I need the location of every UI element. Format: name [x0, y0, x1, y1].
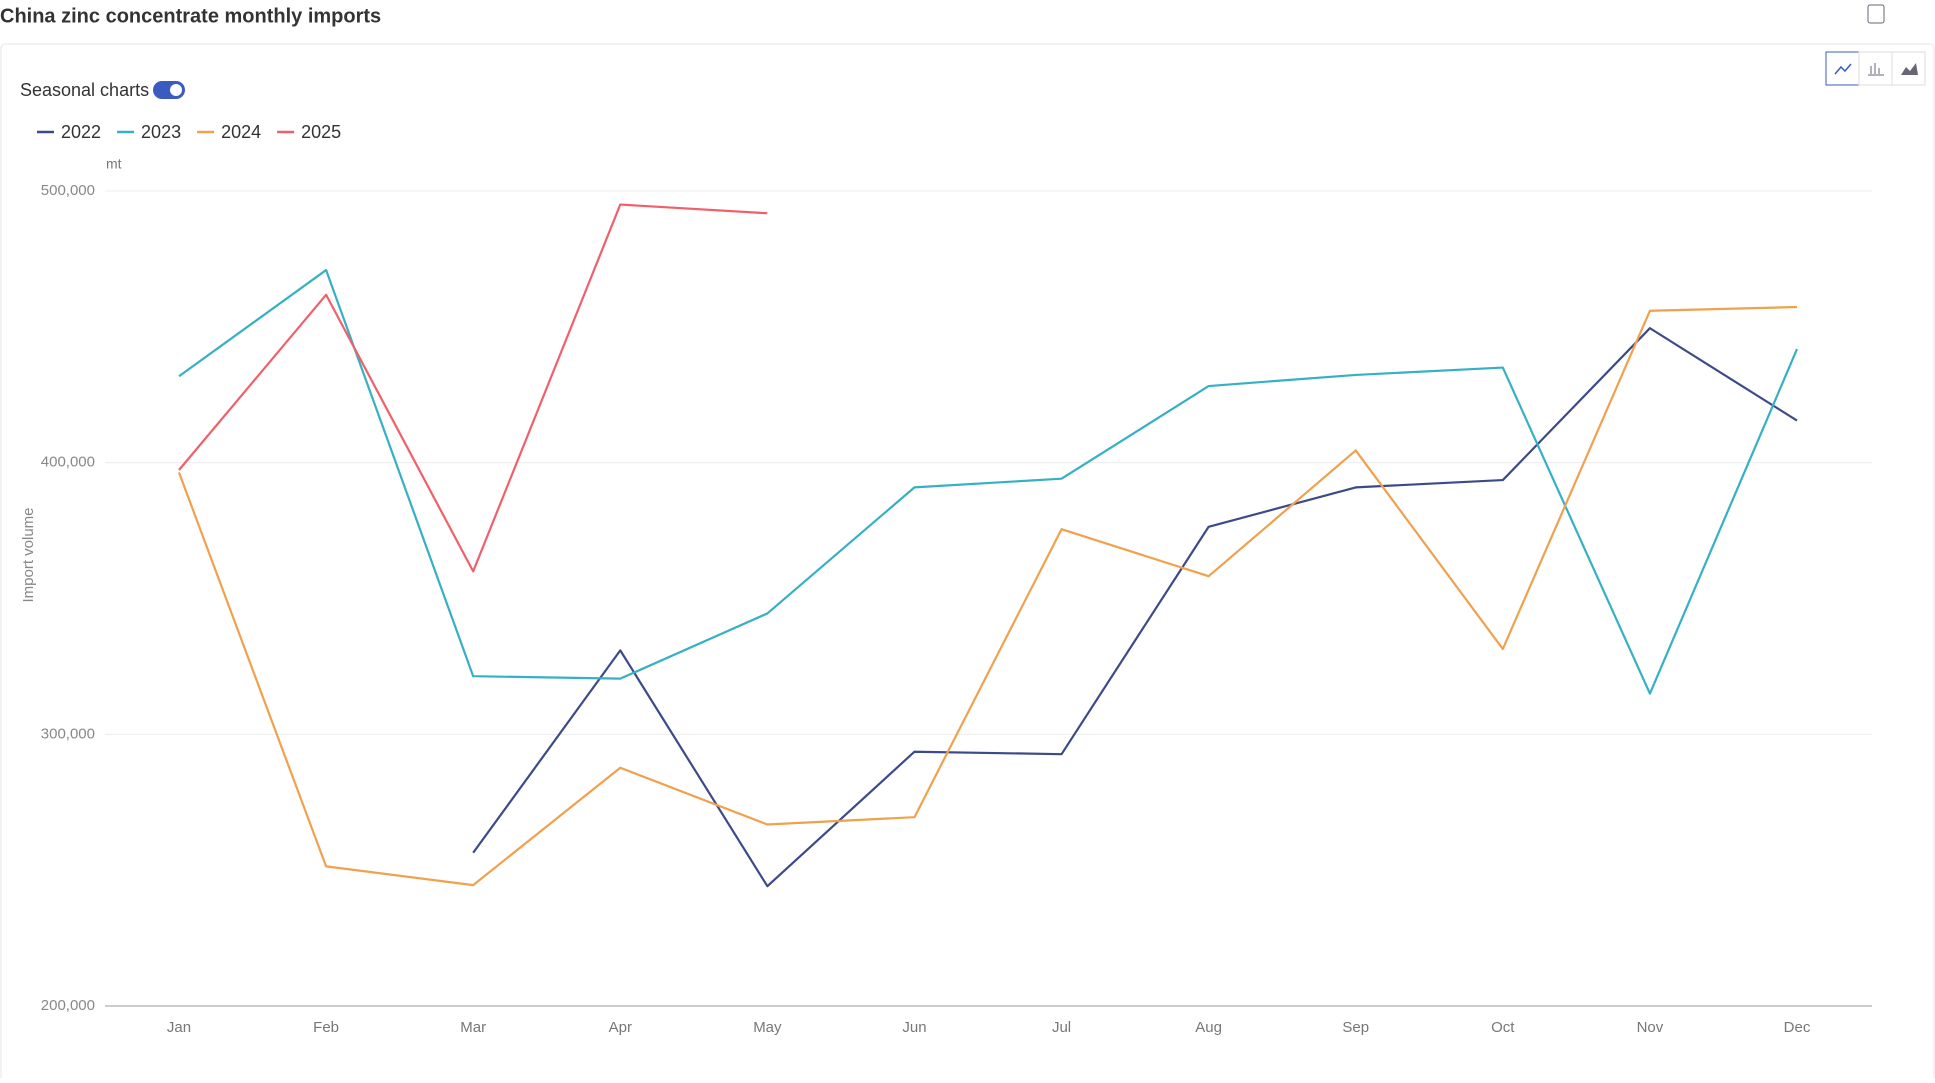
x-tick-label: Jun [902, 1019, 926, 1036]
x-tick-label: Mar [460, 1019, 486, 1036]
x-tick-label: Feb [313, 1019, 339, 1036]
series-line [178, 203, 768, 573]
y-axis-label: Import volume [20, 507, 37, 602]
x-tick-label: Dec [1784, 1019, 1811, 1036]
chart-frame [0, 43, 1935, 1083]
chart-title: China zinc concentrate monthly imports [0, 5, 381, 27]
series-line [178, 268, 1799, 695]
series-line [177, 305, 1798, 887]
y-tick-label: 500,000 [41, 182, 95, 199]
x-tick-label: Sep [1342, 1019, 1369, 1036]
x-tick-label: Jan [167, 1019, 191, 1036]
toggle-label: Seasonal charts [20, 80, 149, 100]
x-tick-label: Nov [1637, 1019, 1664, 1036]
toggle-knob [170, 84, 182, 96]
legend-label: 2025 [301, 122, 341, 142]
x-tick-label: Aug [1195, 1019, 1222, 1036]
chart-type-buttons [1825, 51, 1926, 86]
x-tick-label: Oct [1491, 1019, 1515, 1036]
unit-label: mt [106, 156, 122, 172]
series-line [472, 327, 1798, 888]
area-icon [1901, 63, 1918, 75]
x-tick-label: Apr [609, 1019, 632, 1036]
line-icon [1834, 63, 1852, 75]
bar-icon [1868, 63, 1884, 76]
x-tick-label: May [753, 1019, 782, 1036]
legend-label: 2023 [141, 122, 181, 142]
y-tick-label: 400,000 [41, 454, 95, 471]
legend: 2022 2023 2024 2025 [37, 122, 341, 142]
x-tick-label: Jul [1052, 1019, 1071, 1036]
y-tick-label: 300,000 [41, 725, 95, 742]
y-tick-label: 200,000 [41, 997, 95, 1014]
area-chart-button[interactable] [1891, 51, 1926, 86]
export-icon[interactable] [1867, 4, 1885, 24]
legend-label: 2022 [61, 122, 101, 142]
legend-label: 2024 [221, 122, 261, 142]
